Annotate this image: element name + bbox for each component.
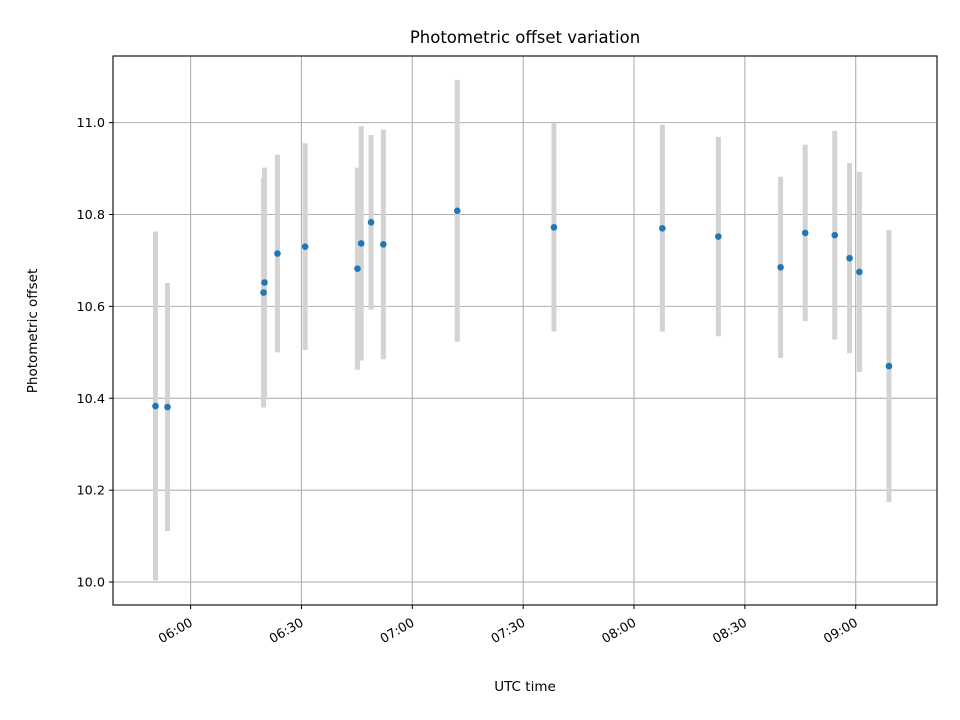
x-tick-label: 08:30 <box>710 615 749 646</box>
grid-lines <box>113 56 937 605</box>
data-point <box>453 207 461 215</box>
data-point <box>260 289 267 296</box>
data-point <box>357 240 365 247</box>
data-point <box>380 241 387 248</box>
x-axis-label: UTC time <box>494 679 556 695</box>
data-point <box>715 233 722 240</box>
x-tick-label: 07:00 <box>378 615 417 646</box>
chart-title: Photometric offset variation <box>410 28 640 47</box>
data-point <box>846 254 853 262</box>
y-tick-label: 10.2 <box>77 484 106 499</box>
y-axis-label: Photometric offset <box>25 269 41 393</box>
data-point <box>777 264 784 271</box>
data-points <box>152 207 893 411</box>
error-bars <box>152 79 892 581</box>
y-tick-label: 11.0 <box>77 116 106 131</box>
x-tick-label: 07:30 <box>489 615 528 646</box>
data-point <box>831 231 839 239</box>
data-point <box>261 279 268 286</box>
data-point <box>367 219 375 226</box>
plot-frame <box>112 55 938 606</box>
x-tick-label: 06:00 <box>156 615 195 646</box>
x-tick-label: 08:00 <box>600 615 639 646</box>
data-point <box>301 243 309 250</box>
y-tick-label: 10.8 <box>77 208 106 223</box>
x-tick-label: 09:00 <box>821 615 860 646</box>
data-point <box>856 268 863 276</box>
data-point <box>550 224 558 231</box>
y-tick-label: 10.4 <box>77 392 106 407</box>
y-tick-label: 10.6 <box>77 300 106 315</box>
axis-ticks: 06:00 06:30 07:00 07:30 08:00 08:30 09:00 10.0 1… <box>77 116 861 647</box>
data-point <box>354 265 361 273</box>
data-point <box>152 402 159 410</box>
y-tick-label: 10.0 <box>77 576 106 591</box>
data-point <box>659 224 666 232</box>
data-point <box>164 403 171 411</box>
x-tick-label: 06:30 <box>267 615 306 646</box>
data-point <box>885 362 893 370</box>
data-point <box>274 250 281 257</box>
data-point <box>801 229 809 237</box>
